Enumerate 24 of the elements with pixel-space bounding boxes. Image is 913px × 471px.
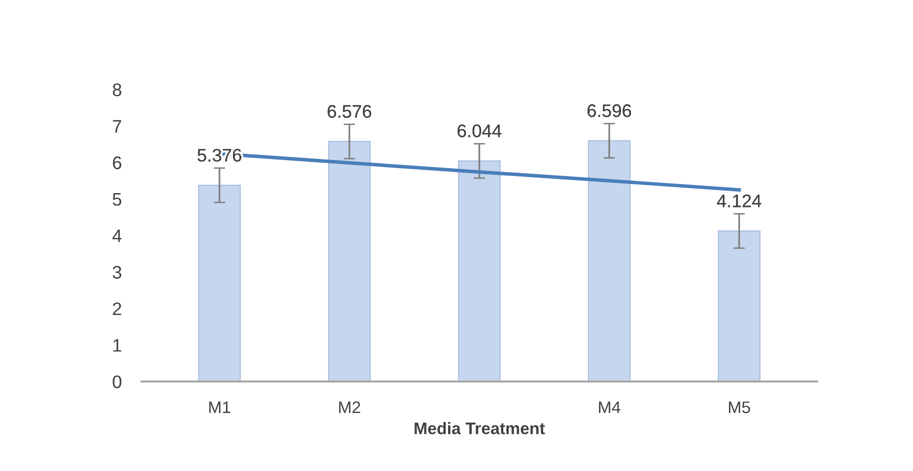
data-label: 6.044 xyxy=(458,124,502,138)
bar xyxy=(458,160,501,382)
bar xyxy=(718,230,761,382)
y-tick-label: 5 xyxy=(112,193,122,206)
y-tick-label: 8 xyxy=(112,83,122,96)
y-tick-label: 1 xyxy=(113,339,122,352)
data-label: 5.376 xyxy=(198,148,242,162)
x-tick-label: M5 xyxy=(728,402,750,414)
data-label: 6.596 xyxy=(588,104,632,118)
y-tick-label: 0 xyxy=(112,375,122,388)
y-tick-label: 3 xyxy=(112,266,122,279)
y-tick-label: 6 xyxy=(112,156,122,170)
bar xyxy=(328,140,371,382)
bar xyxy=(198,184,241,382)
x-tick-label: M4 xyxy=(599,402,620,414)
bar xyxy=(588,140,631,382)
data-label: 6.576 xyxy=(328,105,372,118)
x-tick-label: M2 xyxy=(339,401,360,414)
data-label: 4.124 xyxy=(717,194,762,208)
x-axis-title: Media Treatment xyxy=(414,422,545,434)
x-tick-label: M1 xyxy=(209,402,230,414)
y-tick-label: 2 xyxy=(112,302,122,316)
y-tick-label: 4 xyxy=(112,230,122,242)
y-tick-label: 7 xyxy=(112,120,122,133)
